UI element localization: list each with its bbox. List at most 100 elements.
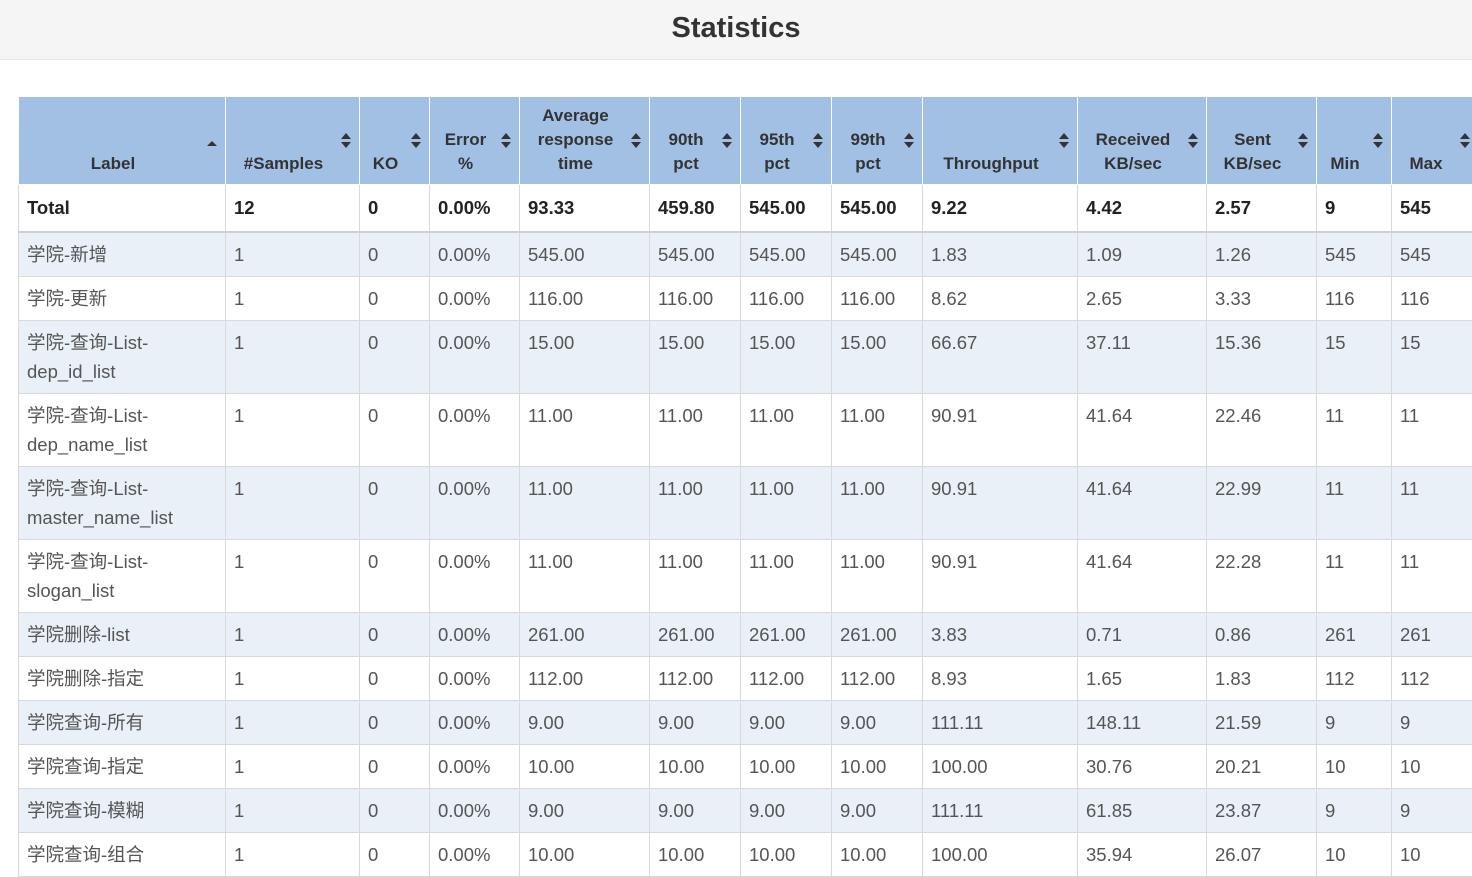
- cell-ko: 0: [360, 539, 430, 612]
- cell-avg-response-time: 11.00: [520, 539, 650, 612]
- cell-pct99: 545.00: [832, 232, 923, 277]
- cell-label: 学院-更新: [19, 276, 226, 320]
- cell-sent-kb-sec: 22.28: [1207, 539, 1317, 612]
- cell-pct99: 261.00: [832, 612, 923, 656]
- cell-min: 15: [1317, 320, 1392, 393]
- cell-pct95: 545.00: [741, 232, 832, 277]
- cell-min: 10: [1317, 744, 1392, 788]
- sort-both-icon: [341, 133, 351, 149]
- cell-received-kb-sec: 1.65: [1078, 656, 1207, 700]
- cell-samples: 1: [226, 744, 360, 788]
- cell-max: 9: [1392, 700, 1472, 744]
- cell-sent-kb-sec: 26.07: [1207, 832, 1317, 876]
- sort-both-icon: [631, 133, 641, 149]
- page-header: Statistics: [0, 0, 1472, 60]
- column-header-text: %: [458, 154, 473, 173]
- cell-error-pct: 0.00%: [430, 656, 520, 700]
- column-header-label[interactable]: Label: [19, 97, 226, 185]
- cell-pct95: 9.00: [741, 700, 832, 744]
- cell-ko: 0: [360, 656, 430, 700]
- column-header-min[interactable]: Min: [1317, 97, 1392, 185]
- cell-received-kb-sec: 30.76: [1078, 744, 1207, 788]
- cell-error-pct: 0.00%: [430, 612, 520, 656]
- cell-min: 545: [1317, 232, 1392, 277]
- column-header-text: KO: [373, 154, 399, 173]
- sort-both-icon: [1059, 133, 1069, 149]
- cell-ko: 0: [360, 700, 430, 744]
- column-header-text: time: [558, 154, 593, 173]
- cell-error-pct: 0.00%: [430, 276, 520, 320]
- cell-pct99: 10.00: [832, 832, 923, 876]
- sort-both-icon: [1373, 133, 1383, 149]
- cell-avg-response-time: 112.00: [520, 656, 650, 700]
- cell-pct99: 11.00: [832, 466, 923, 539]
- cell-error-pct: 0.00%: [430, 185, 520, 232]
- cell-avg-response-time: 93.33: [520, 185, 650, 232]
- column-header-throughput[interactable]: Throughput: [923, 97, 1078, 185]
- sort-both-icon: [813, 133, 823, 149]
- cell-pct90: 11.00: [650, 393, 741, 466]
- sort-both-icon: [501, 133, 511, 149]
- cell-throughput: 90.91: [923, 466, 1078, 539]
- column-header-text: Average: [542, 106, 608, 125]
- cell-pct95: 11.00: [741, 393, 832, 466]
- cell-min: 9: [1317, 700, 1392, 744]
- cell-throughput: 90.91: [923, 539, 1078, 612]
- cell-avg-response-time: 261.00: [520, 612, 650, 656]
- column-header-text: Sent: [1234, 130, 1271, 149]
- cell-pct90: 545.00: [650, 232, 741, 277]
- cell-samples: 1: [226, 320, 360, 393]
- cell-pct90: 112.00: [650, 656, 741, 700]
- column-header-text: KB/sec: [1104, 154, 1162, 173]
- cell-throughput: 100.00: [923, 832, 1078, 876]
- cell-pct99: 545.00: [832, 185, 923, 232]
- cell-min: 11: [1317, 393, 1392, 466]
- cell-samples: 12: [226, 185, 360, 232]
- cell-error-pct: 0.00%: [430, 744, 520, 788]
- cell-error-pct: 0.00%: [430, 320, 520, 393]
- cell-samples: 1: [226, 612, 360, 656]
- cell-throughput: 8.62: [923, 276, 1078, 320]
- cell-samples: 1: [226, 832, 360, 876]
- cell-error-pct: 0.00%: [430, 232, 520, 277]
- cell-pct90: 10.00: [650, 744, 741, 788]
- cell-error-pct: 0.00%: [430, 539, 520, 612]
- cell-label: Total: [19, 185, 226, 232]
- column-header-error-pct[interactable]: Error%: [430, 97, 520, 185]
- cell-min: 11: [1317, 466, 1392, 539]
- cell-avg-response-time: 9.00: [520, 700, 650, 744]
- cell-max: 261: [1392, 612, 1472, 656]
- cell-throughput: 1.83: [923, 232, 1078, 277]
- cell-received-kb-sec: 35.94: [1078, 832, 1207, 876]
- cell-label: 学院-查询-List-dep_id_list: [19, 320, 226, 393]
- column-header-samples[interactable]: #Samples: [226, 97, 360, 185]
- column-header-max[interactable]: Max: [1392, 97, 1472, 185]
- cell-sent-kb-sec: 23.87: [1207, 788, 1317, 832]
- cell-pct95: 545.00: [741, 185, 832, 232]
- column-header-text: pct: [764, 154, 790, 173]
- column-header-text: pct: [673, 154, 699, 173]
- cell-sent-kb-sec: 2.57: [1207, 185, 1317, 232]
- cell-max: 545: [1392, 232, 1472, 277]
- sort-ascending-icon: [207, 137, 217, 153]
- cell-label: 学院-查询-List-slogan_list: [19, 539, 226, 612]
- cell-samples: 1: [226, 656, 360, 700]
- cell-samples: 1: [226, 700, 360, 744]
- cell-max: 10: [1392, 832, 1472, 876]
- cell-label: 学院-查询-List-dep_name_list: [19, 393, 226, 466]
- cell-ko: 0: [360, 612, 430, 656]
- cell-min: 11: [1317, 539, 1392, 612]
- cell-avg-response-time: 116.00: [520, 276, 650, 320]
- column-header-ko[interactable]: KO: [360, 97, 430, 185]
